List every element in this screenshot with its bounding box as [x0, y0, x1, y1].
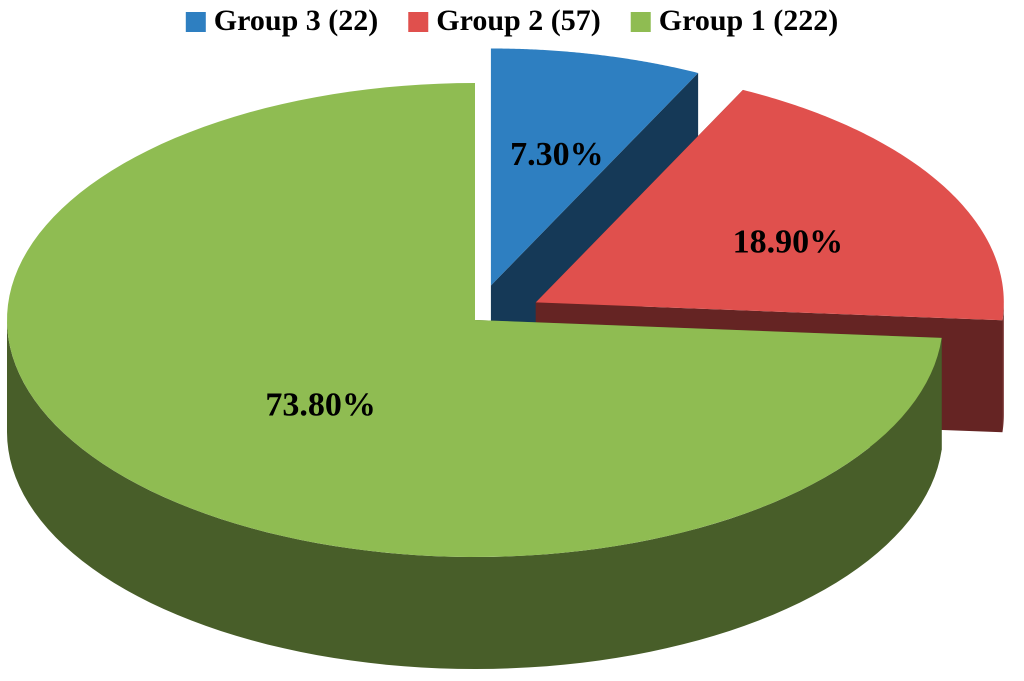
legend-swatch: [185, 12, 206, 32]
legend-label: Group 3 (22): [214, 4, 378, 37]
legend-label: Group 1 (222): [659, 4, 838, 37]
slice: [7, 83, 942, 557]
legend-swatch: [630, 12, 651, 32]
legend-label: Group 2 (57): [436, 4, 600, 37]
data-label: 18.90%: [733, 223, 844, 260]
slice-side: [1002, 302, 1004, 433]
slice: [490, 48, 699, 286]
data-label: 73.80%: [265, 386, 376, 423]
legend: Group 3 (22) Group 2 (57) Group 1 (222): [185, 4, 838, 37]
slice: [535, 89, 1004, 321]
slice-side: [7, 320, 942, 669]
data-label: 7.30%: [510, 136, 604, 173]
legend-swatch: [408, 12, 429, 32]
